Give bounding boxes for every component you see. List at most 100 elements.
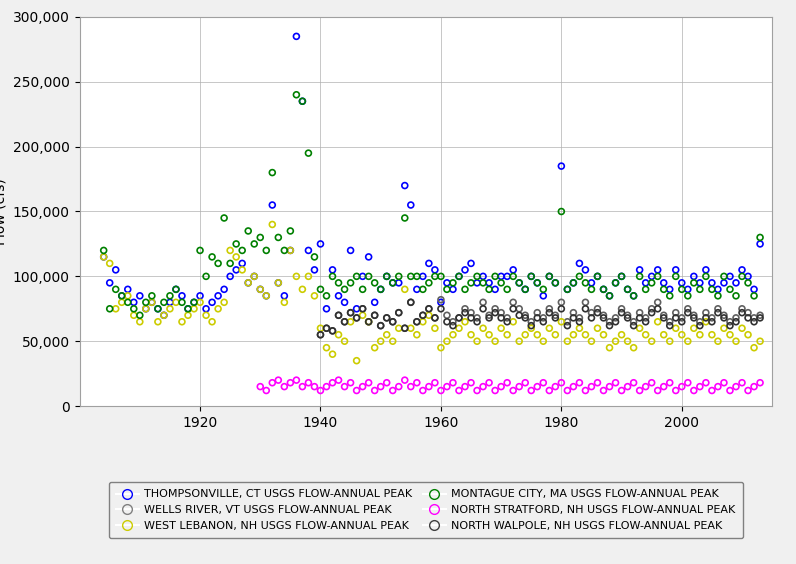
Point bbox=[754, 314, 767, 323]
Point bbox=[350, 304, 363, 313]
Point bbox=[465, 314, 478, 323]
Point bbox=[200, 272, 213, 281]
Point bbox=[386, 317, 399, 326]
Point bbox=[754, 239, 767, 248]
Point bbox=[507, 298, 520, 307]
Point bbox=[705, 279, 718, 288]
Point bbox=[507, 386, 520, 395]
Point bbox=[440, 285, 453, 294]
Point bbox=[205, 253, 218, 262]
Point bbox=[386, 279, 399, 288]
Point bbox=[646, 378, 658, 387]
Point bbox=[700, 308, 712, 317]
Point bbox=[399, 285, 412, 294]
Point bbox=[579, 298, 591, 307]
Point bbox=[705, 317, 718, 326]
Point bbox=[308, 253, 321, 262]
Point bbox=[453, 272, 466, 281]
Point bbox=[700, 378, 712, 387]
Point bbox=[158, 311, 170, 320]
Point bbox=[380, 272, 393, 281]
Point bbox=[428, 378, 441, 387]
Point bbox=[470, 272, 483, 281]
Point bbox=[332, 376, 345, 385]
Point bbox=[122, 291, 135, 300]
Point bbox=[543, 308, 556, 317]
Point bbox=[747, 343, 760, 352]
Point bbox=[669, 265, 682, 274]
Point bbox=[278, 291, 291, 300]
Point bbox=[230, 239, 243, 248]
Point bbox=[453, 386, 466, 395]
Point bbox=[712, 308, 724, 317]
Legend: THOMPSONVILLE, CT USGS FLOW-ANNUAL PEAK, WELLS RIVER, VT USGS FLOW-ANNUAL PEAK, : THOMPSONVILLE, CT USGS FLOW-ANNUAL PEAK,… bbox=[108, 482, 743, 539]
Point bbox=[555, 378, 568, 387]
Point bbox=[380, 272, 393, 281]
Point bbox=[386, 279, 399, 288]
Point bbox=[447, 378, 459, 387]
Point bbox=[314, 330, 327, 339]
Point bbox=[290, 272, 302, 281]
Point bbox=[338, 317, 351, 326]
Point bbox=[326, 327, 339, 336]
Point bbox=[278, 382, 291, 391]
Point bbox=[380, 314, 393, 323]
Point bbox=[513, 304, 525, 313]
Point bbox=[507, 272, 520, 281]
Point bbox=[320, 382, 333, 391]
Point bbox=[404, 382, 417, 391]
Point bbox=[411, 317, 423, 326]
Point bbox=[440, 337, 453, 346]
Point bbox=[242, 226, 255, 236]
Point bbox=[453, 324, 466, 333]
Point bbox=[411, 378, 423, 387]
Point bbox=[730, 291, 743, 300]
Point bbox=[302, 246, 314, 255]
Point bbox=[646, 304, 658, 313]
Point bbox=[146, 291, 158, 300]
Point bbox=[248, 239, 260, 248]
Point bbox=[357, 304, 369, 313]
Point bbox=[423, 382, 435, 391]
Point bbox=[103, 259, 116, 268]
Point bbox=[284, 378, 297, 387]
Point bbox=[705, 314, 718, 323]
Point bbox=[754, 337, 767, 346]
Point bbox=[338, 317, 351, 326]
Point bbox=[290, 32, 302, 41]
Point bbox=[477, 279, 490, 288]
Point bbox=[597, 314, 610, 323]
Point bbox=[555, 304, 568, 313]
Point bbox=[700, 317, 712, 326]
Point bbox=[531, 330, 544, 339]
Point bbox=[543, 386, 556, 395]
Point bbox=[320, 324, 333, 333]
Point bbox=[537, 317, 550, 326]
Point bbox=[212, 304, 224, 313]
Point bbox=[561, 285, 574, 294]
Point bbox=[591, 304, 604, 313]
Point bbox=[609, 279, 622, 288]
Point bbox=[603, 382, 616, 391]
Point bbox=[440, 382, 453, 391]
Point bbox=[591, 272, 604, 281]
Point bbox=[525, 321, 537, 330]
Point bbox=[109, 304, 122, 313]
Point bbox=[651, 272, 664, 281]
Point bbox=[338, 337, 351, 346]
Point bbox=[326, 378, 339, 387]
Point bbox=[314, 330, 327, 339]
Point bbox=[495, 279, 508, 288]
Point bbox=[591, 272, 604, 281]
Point bbox=[290, 376, 302, 385]
Point bbox=[411, 285, 423, 294]
Point bbox=[579, 386, 591, 395]
Point bbox=[320, 304, 333, 313]
Point bbox=[591, 308, 604, 317]
Point bbox=[537, 285, 550, 294]
Point bbox=[585, 382, 598, 391]
Point bbox=[621, 314, 634, 323]
Point bbox=[218, 285, 231, 294]
Point bbox=[513, 382, 525, 391]
Point bbox=[428, 314, 441, 323]
